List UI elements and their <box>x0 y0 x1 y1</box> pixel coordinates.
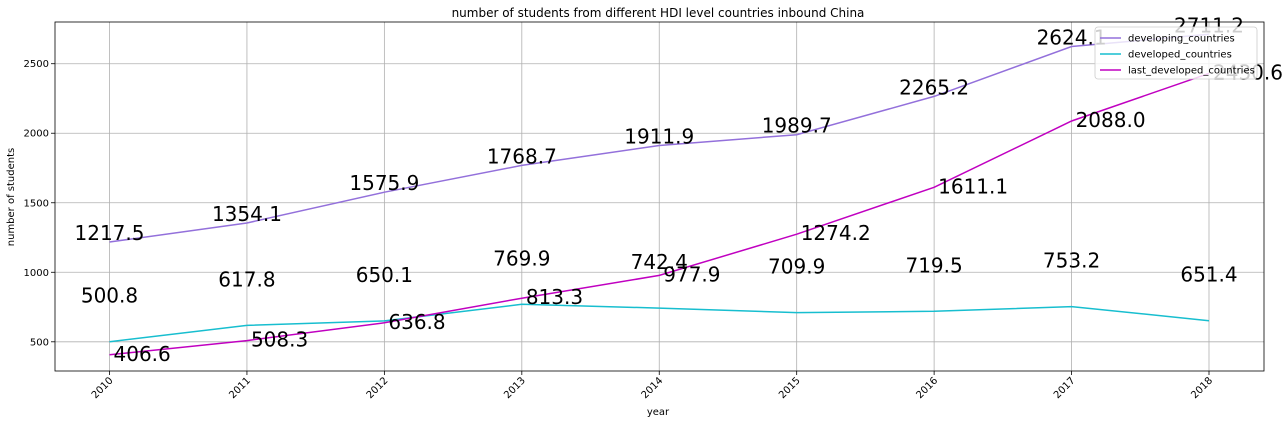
data-label: 2088.0 <box>1076 108 1146 132</box>
y-tick-label: 500 <box>30 337 49 348</box>
legend-box <box>1094 26 1258 80</box>
x-tick-label: 2016 <box>914 375 940 401</box>
data-label: 617.8 <box>218 267 275 291</box>
y-axis-label: number of students <box>6 148 17 246</box>
series-line-developed-countries <box>109 303 1210 343</box>
series-line-developing-countries <box>109 33 1210 243</box>
data-label: 508.3 <box>251 328 308 352</box>
data-label: 406.6 <box>114 342 171 366</box>
x-tick-label: 2015 <box>777 375 803 401</box>
legend-entry: last_developed_countries <box>1128 66 1255 77</box>
data-label: 719.5 <box>905 253 962 277</box>
data-label: 1768.7 <box>487 144 557 168</box>
x-tick-label: 2010 <box>90 375 116 401</box>
x-tick-label: 2011 <box>227 375 253 401</box>
data-label: 650.1 <box>356 263 413 287</box>
x-axis-label: year <box>647 407 670 418</box>
x-tick-label: 2017 <box>1052 375 1078 401</box>
chart-title: number of students from different HDI le… <box>452 6 865 20</box>
data-label: 977.9 <box>663 262 720 286</box>
y-tick-label: 1500 <box>24 198 49 209</box>
x-tick-label: 2013 <box>502 375 528 401</box>
data-label: 1911.9 <box>624 124 694 148</box>
series-line-last-developed-countries <box>109 72 1210 356</box>
x-tick-label: 2018 <box>1189 375 1215 401</box>
legend-entry: developed_countries <box>1128 50 1232 61</box>
y-tick-label: 1000 <box>24 268 49 279</box>
x-tick-label: 2014 <box>640 375 666 401</box>
data-label: 1354.1 <box>212 202 282 226</box>
data-label: 769.9 <box>493 246 550 270</box>
legend-entry: developing_countries <box>1128 34 1235 45</box>
data-label: 1217.5 <box>75 221 145 245</box>
data-label: 1575.9 <box>349 171 419 195</box>
data-label: 1989.7 <box>762 114 832 138</box>
data-label: 742.4 <box>631 250 688 274</box>
data-label: 636.8 <box>388 310 445 334</box>
data-label: 753.2 <box>1043 249 1100 273</box>
y-tick-label: 2000 <box>24 129 49 140</box>
data-label: 813.3 <box>526 285 583 309</box>
data-label: 2265.2 <box>899 75 969 99</box>
data-label: 500.8 <box>81 284 138 308</box>
data-label: 1611.1 <box>938 174 1008 198</box>
x-tick-label: 2012 <box>365 375 391 401</box>
data-label: 651.4 <box>1180 263 1237 287</box>
data-label: 1274.2 <box>801 221 871 245</box>
plot-frame <box>54 21 1265 372</box>
y-tick-label: 2500 <box>24 59 49 70</box>
data-label: 709.9 <box>768 255 825 279</box>
